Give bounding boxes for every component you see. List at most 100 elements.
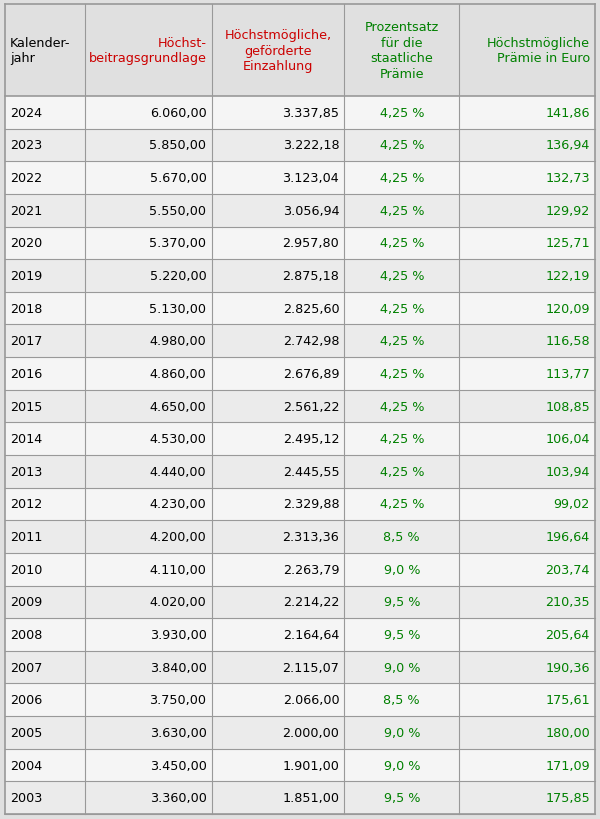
Text: 9,5 %: 9,5 %	[383, 595, 420, 609]
Text: 4.200,00: 4.200,00	[150, 531, 206, 544]
Bar	[5, 488, 595, 521]
Text: 116,58: 116,58	[545, 335, 590, 348]
Bar	[5, 618, 595, 651]
Text: 2024: 2024	[10, 106, 42, 120]
Text: 4.110,00: 4.110,00	[149, 563, 206, 576]
Text: 5.130,00: 5.130,00	[149, 302, 206, 315]
Text: 4.650,00: 4.650,00	[150, 400, 206, 413]
Text: 4,25 %: 4,25 %	[380, 172, 424, 185]
Text: 3.056,94: 3.056,94	[283, 205, 339, 218]
Text: 2017: 2017	[10, 335, 43, 348]
Text: 6.060,00: 6.060,00	[150, 106, 206, 120]
Text: 175,85: 175,85	[545, 791, 590, 804]
Bar	[5, 651, 595, 684]
Text: Höchst-
beitragsgrundlage: Höchst- beitragsgrundlage	[89, 37, 206, 66]
Text: 4,25 %: 4,25 %	[380, 465, 424, 478]
Text: 4,25 %: 4,25 %	[380, 205, 424, 218]
Text: 4,25 %: 4,25 %	[380, 498, 424, 511]
Text: 3.840,00: 3.840,00	[149, 661, 206, 674]
Text: 196,64: 196,64	[546, 531, 590, 544]
Text: 2011: 2011	[10, 531, 43, 544]
Text: 4,25 %: 4,25 %	[380, 269, 424, 283]
Text: 4.230,00: 4.230,00	[150, 498, 206, 511]
Text: 2007: 2007	[10, 661, 43, 674]
Text: 2010: 2010	[10, 563, 43, 576]
Text: 175,61: 175,61	[545, 694, 590, 707]
Text: 2.875,18: 2.875,18	[283, 269, 339, 283]
Text: 2013: 2013	[10, 465, 43, 478]
Bar	[5, 423, 595, 455]
Bar	[5, 97, 595, 129]
Text: 210,35: 210,35	[545, 595, 590, 609]
Text: 4,25 %: 4,25 %	[380, 335, 424, 348]
Text: 2006: 2006	[10, 694, 42, 707]
Text: 2.957,80: 2.957,80	[283, 237, 339, 250]
Text: 3.930,00: 3.930,00	[149, 628, 206, 641]
Text: 2005: 2005	[10, 726, 43, 739]
Text: 136,94: 136,94	[545, 139, 590, 152]
Text: 2.495,12: 2.495,12	[283, 432, 339, 446]
Text: 2008: 2008	[10, 628, 43, 641]
Text: 171,09: 171,09	[545, 758, 590, 771]
Text: 4,25 %: 4,25 %	[380, 237, 424, 250]
Text: 9,0 %: 9,0 %	[383, 758, 420, 771]
Bar	[5, 195, 595, 227]
Bar	[5, 292, 595, 325]
Text: 4.860,00: 4.860,00	[150, 368, 206, 381]
Text: Kalender-
jahr: Kalender- jahr	[10, 37, 71, 66]
Text: 4,25 %: 4,25 %	[380, 106, 424, 120]
Text: 103,94: 103,94	[545, 465, 590, 478]
Bar	[5, 358, 595, 390]
Text: Prozentsatz
für die
staatliche
Prämie: Prozentsatz für die staatliche Prämie	[365, 21, 439, 80]
Bar	[5, 325, 595, 358]
Text: 99,02: 99,02	[554, 498, 590, 511]
Text: 2021: 2021	[10, 205, 42, 218]
Text: 2.263,79: 2.263,79	[283, 563, 339, 576]
Text: 5.370,00: 5.370,00	[149, 237, 206, 250]
Text: 2003: 2003	[10, 791, 43, 804]
Text: 141,86: 141,86	[545, 106, 590, 120]
Text: 203,74: 203,74	[545, 563, 590, 576]
Text: 9,0 %: 9,0 %	[383, 661, 420, 674]
Text: 2.000,00: 2.000,00	[283, 726, 339, 739]
Text: 4.530,00: 4.530,00	[149, 432, 206, 446]
Bar	[5, 749, 595, 781]
Bar	[5, 227, 595, 260]
Text: 2023: 2023	[10, 139, 42, 152]
Bar	[5, 781, 595, 814]
Text: 2.825,60: 2.825,60	[283, 302, 339, 315]
Text: 4.020,00: 4.020,00	[150, 595, 206, 609]
Text: 9,5 %: 9,5 %	[383, 791, 420, 804]
Text: 113,77: 113,77	[545, 368, 590, 381]
Text: 3.123,04: 3.123,04	[283, 172, 339, 185]
Text: 3.337,85: 3.337,85	[282, 106, 339, 120]
Text: 4.980,00: 4.980,00	[150, 335, 206, 348]
Text: 5.220,00: 5.220,00	[150, 269, 206, 283]
Text: 1.901,00: 1.901,00	[283, 758, 339, 771]
Text: 4,25 %: 4,25 %	[380, 302, 424, 315]
Text: 5.550,00: 5.550,00	[149, 205, 206, 218]
Text: 2019: 2019	[10, 269, 42, 283]
Bar	[5, 162, 595, 195]
Bar	[5, 390, 595, 423]
Text: 8,5 %: 8,5 %	[383, 694, 420, 707]
Text: Höchstmögliche,
geförderte
Einzahlung: Höchstmögliche, geförderte Einzahlung	[224, 29, 331, 73]
Text: 106,04: 106,04	[545, 432, 590, 446]
Text: 2.164,64: 2.164,64	[283, 628, 339, 641]
Text: 8,5 %: 8,5 %	[383, 531, 420, 544]
Text: 1.851,00: 1.851,00	[282, 791, 339, 804]
Text: 4,25 %: 4,25 %	[380, 432, 424, 446]
Text: 4,25 %: 4,25 %	[380, 139, 424, 152]
Text: 108,85: 108,85	[545, 400, 590, 413]
Text: 4.440,00: 4.440,00	[150, 465, 206, 478]
Text: 4,25 %: 4,25 %	[380, 368, 424, 381]
Text: 2.115,07: 2.115,07	[283, 661, 339, 674]
Bar	[5, 553, 595, 586]
Bar	[5, 521, 595, 553]
Text: 3.450,00: 3.450,00	[149, 758, 206, 771]
Bar	[5, 260, 595, 292]
Text: 180,00: 180,00	[545, 726, 590, 739]
Text: 2014: 2014	[10, 432, 42, 446]
Bar	[5, 684, 595, 717]
Bar	[5, 586, 595, 618]
